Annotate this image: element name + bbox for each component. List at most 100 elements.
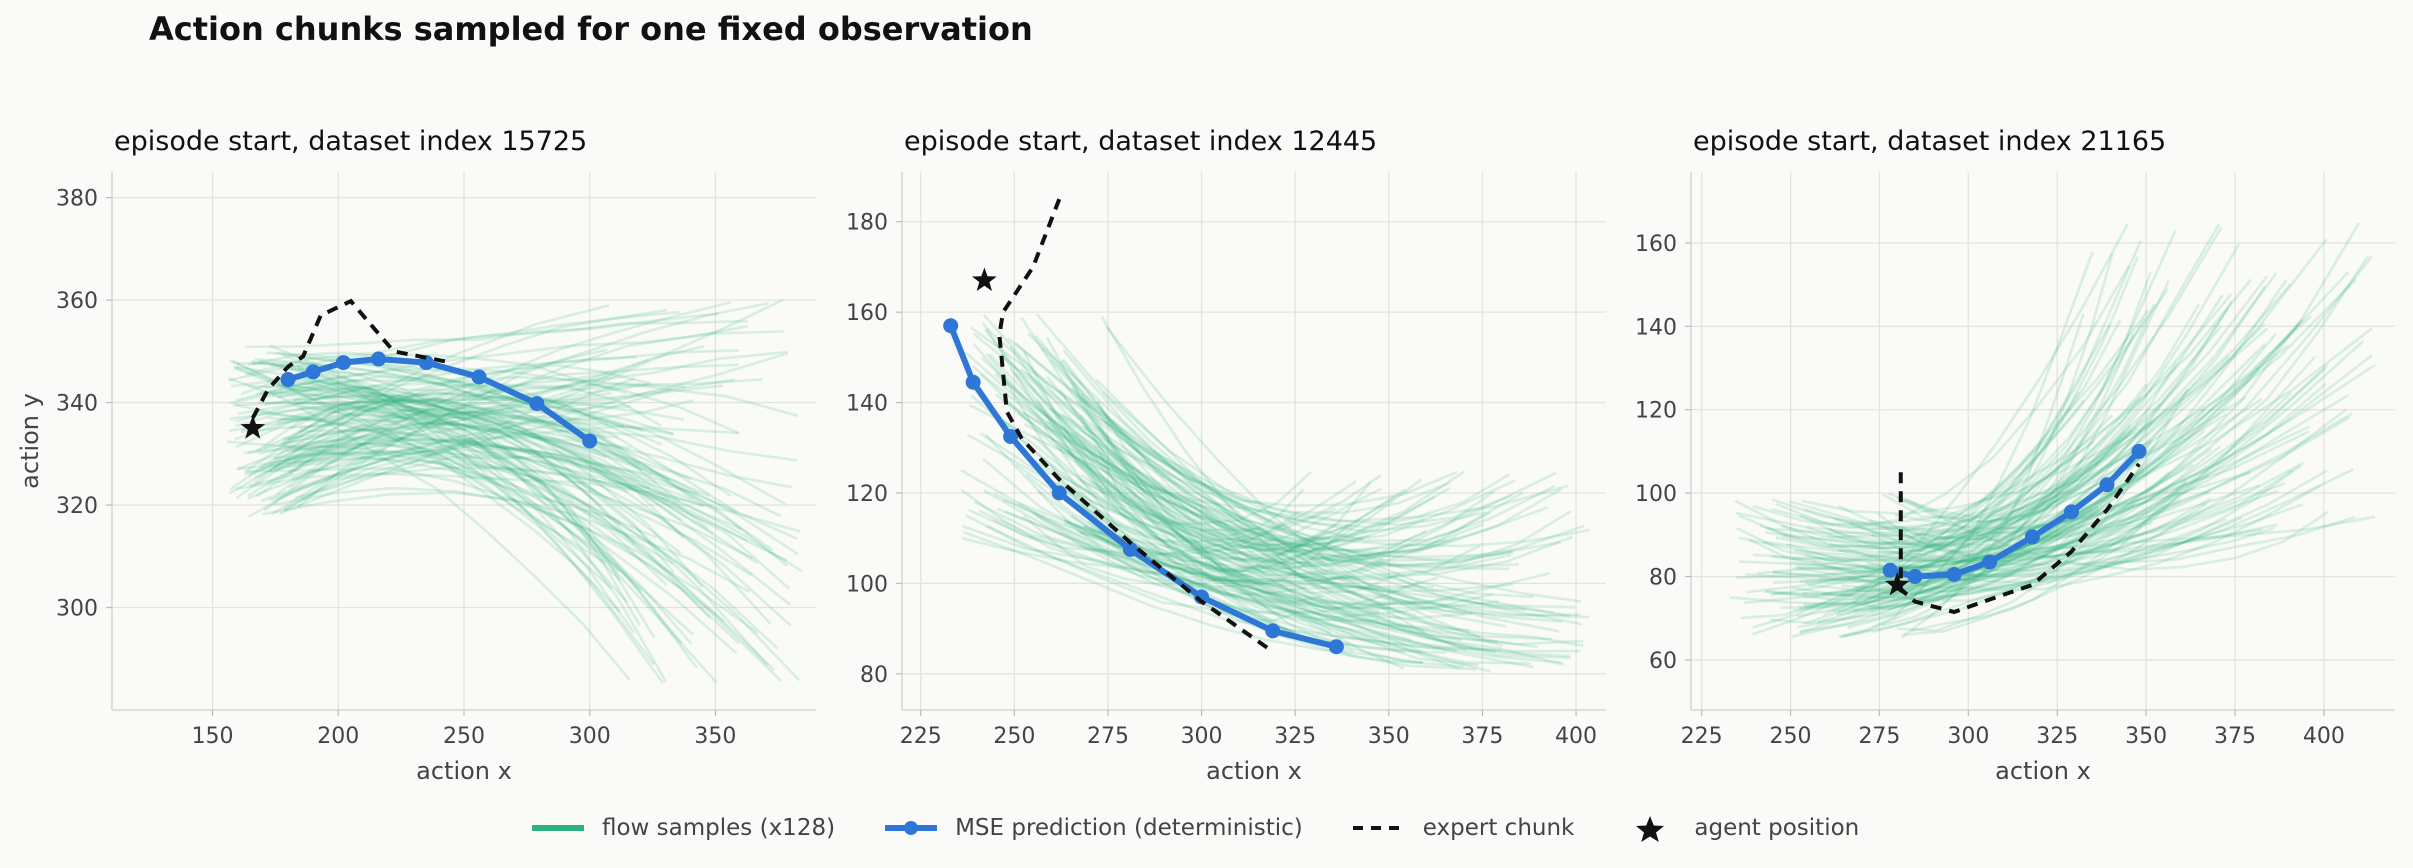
flow-sample-line	[1894, 255, 2369, 530]
flow-sample-line	[1080, 393, 1305, 538]
x-tick-label: 400	[2303, 724, 2345, 749]
mse-prediction-point	[1982, 554, 1998, 570]
flow-sample-line	[1849, 364, 2329, 554]
flow-sample-line	[1840, 505, 2099, 639]
flow-sample-line	[993, 492, 1581, 653]
flow-sample-line	[1804, 383, 2148, 572]
flow-sample-line	[1771, 278, 2252, 526]
flow-samples	[226, 298, 803, 684]
panel-1: 150 200 250 300 350 300 320 340 360 380 episode st…	[16, 126, 816, 785]
flow-sample-line	[296, 373, 788, 562]
flow-sample-line	[1833, 317, 2146, 539]
flow-sample-line	[295, 381, 759, 565]
flow-sample-line	[1751, 309, 2150, 636]
legend-mse-swatch	[885, 821, 938, 835]
flow-sample-line	[1743, 463, 2195, 605]
flow-sample-line	[269, 440, 714, 535]
flow-sample-line	[1852, 524, 2075, 612]
flow-sample-line	[1104, 496, 1395, 563]
agent-position-star-icon	[240, 415, 266, 439]
flow-sample-line	[1765, 325, 2222, 598]
y-tick-label: 100	[846, 572, 888, 597]
flow-sample-line	[1792, 283, 2292, 560]
y-tick-label: 340	[56, 392, 98, 417]
flow-sample-line	[1836, 503, 2304, 616]
legend-agent-label: agent position	[1694, 815, 1860, 841]
flow-sample-line	[254, 357, 671, 481]
y-tick-label: 120	[846, 482, 888, 507]
flow-sample-line	[1059, 389, 1379, 619]
flow-sample-line	[1045, 337, 1401, 595]
legend-item-flow: flow samples (x128)	[530, 815, 835, 841]
x-tick-label: 250	[443, 724, 485, 749]
flow-sample-line	[1035, 313, 1556, 543]
x-tick-label: 225	[900, 724, 942, 749]
flow-sample-line	[1819, 243, 2240, 585]
flow-sample-line	[270, 324, 749, 516]
flow-sample-line	[1097, 425, 1439, 591]
x-tick-label: 325	[1274, 724, 1316, 749]
flow-sample-line	[1026, 371, 1451, 541]
legend-flow-swatch	[532, 825, 584, 831]
y-tick-label: 380	[56, 187, 98, 212]
flow-sample-line	[1045, 420, 1360, 547]
flow-sample-line	[236, 410, 609, 471]
flow-sample-line	[983, 328, 1479, 667]
flow-sample-line	[1078, 414, 1329, 576]
flow-sample-line	[1792, 393, 2350, 612]
flow-sample-line	[264, 381, 769, 666]
flow-sample-line	[1801, 327, 2268, 516]
flow-sample-line	[248, 387, 672, 487]
flow-sample-line	[1048, 407, 1481, 639]
flow-sample-line	[283, 302, 769, 512]
x-tick-label: 250	[993, 724, 1035, 749]
flow-sample-line	[1000, 352, 1485, 559]
flow-sample-line	[246, 466, 776, 672]
flow-sample-line	[972, 365, 1524, 563]
flow-sample-line	[1829, 408, 2347, 572]
flow-sample-line	[1038, 465, 1516, 551]
flow-sample-line	[1735, 430, 2310, 541]
flow-sample-line	[235, 441, 656, 666]
flow-sample-line	[1082, 461, 1300, 553]
flow-sample-line	[1037, 489, 1379, 622]
panel-title: episode start, dataset index 12445	[904, 126, 1377, 157]
flow-sample-line	[1759, 505, 2099, 550]
flow-sample-line	[1078, 478, 1590, 619]
mse-prediction-point	[471, 369, 487, 385]
flow-sample-line	[1796, 508, 2093, 583]
agent-position-star-icon	[1884, 571, 1910, 596]
flow-sample-line	[994, 372, 1507, 628]
x-tick-label: 400	[1555, 724, 1597, 749]
flow-sample-line	[1752, 440, 2095, 629]
x-tick-label: 375	[2214, 724, 2256, 749]
x-tick-label: 350	[1368, 724, 1410, 749]
flow-sample-line	[1046, 375, 1466, 543]
flow-sample-line	[1796, 484, 2260, 573]
legend-item-expert: expert chunk	[1351, 815, 1574, 841]
flow-sample-line	[1775, 402, 2162, 532]
flow-sample-line	[1772, 481, 2286, 595]
flow-sample-line	[980, 356, 1509, 571]
flow-sample-line	[286, 399, 704, 588]
flow-sample-line	[1002, 399, 1571, 618]
flow-sample-line	[245, 319, 748, 376]
flow-sample-line	[292, 391, 612, 453]
flow-sample-line	[1746, 355, 2230, 594]
y-tick-label: 120	[1635, 399, 1677, 424]
flow-sample-line	[237, 349, 739, 416]
flow-sample-line	[1780, 396, 2247, 539]
mse-prediction-point	[943, 318, 959, 334]
flow-sample-line	[288, 401, 641, 476]
flow-sample-line	[1739, 327, 2373, 567]
flow-sample-line	[1736, 399, 2086, 563]
y-tick-label: 140	[1635, 315, 1677, 340]
flow-sample-line	[262, 491, 751, 594]
flow-sample-line	[1864, 271, 2152, 570]
flow-sample-line	[1020, 316, 1312, 557]
flow-sample-line	[1067, 480, 1357, 543]
flow-sample-line	[231, 358, 650, 403]
flow-sample-line	[1088, 480, 1496, 654]
flow-sample-line	[248, 436, 631, 518]
